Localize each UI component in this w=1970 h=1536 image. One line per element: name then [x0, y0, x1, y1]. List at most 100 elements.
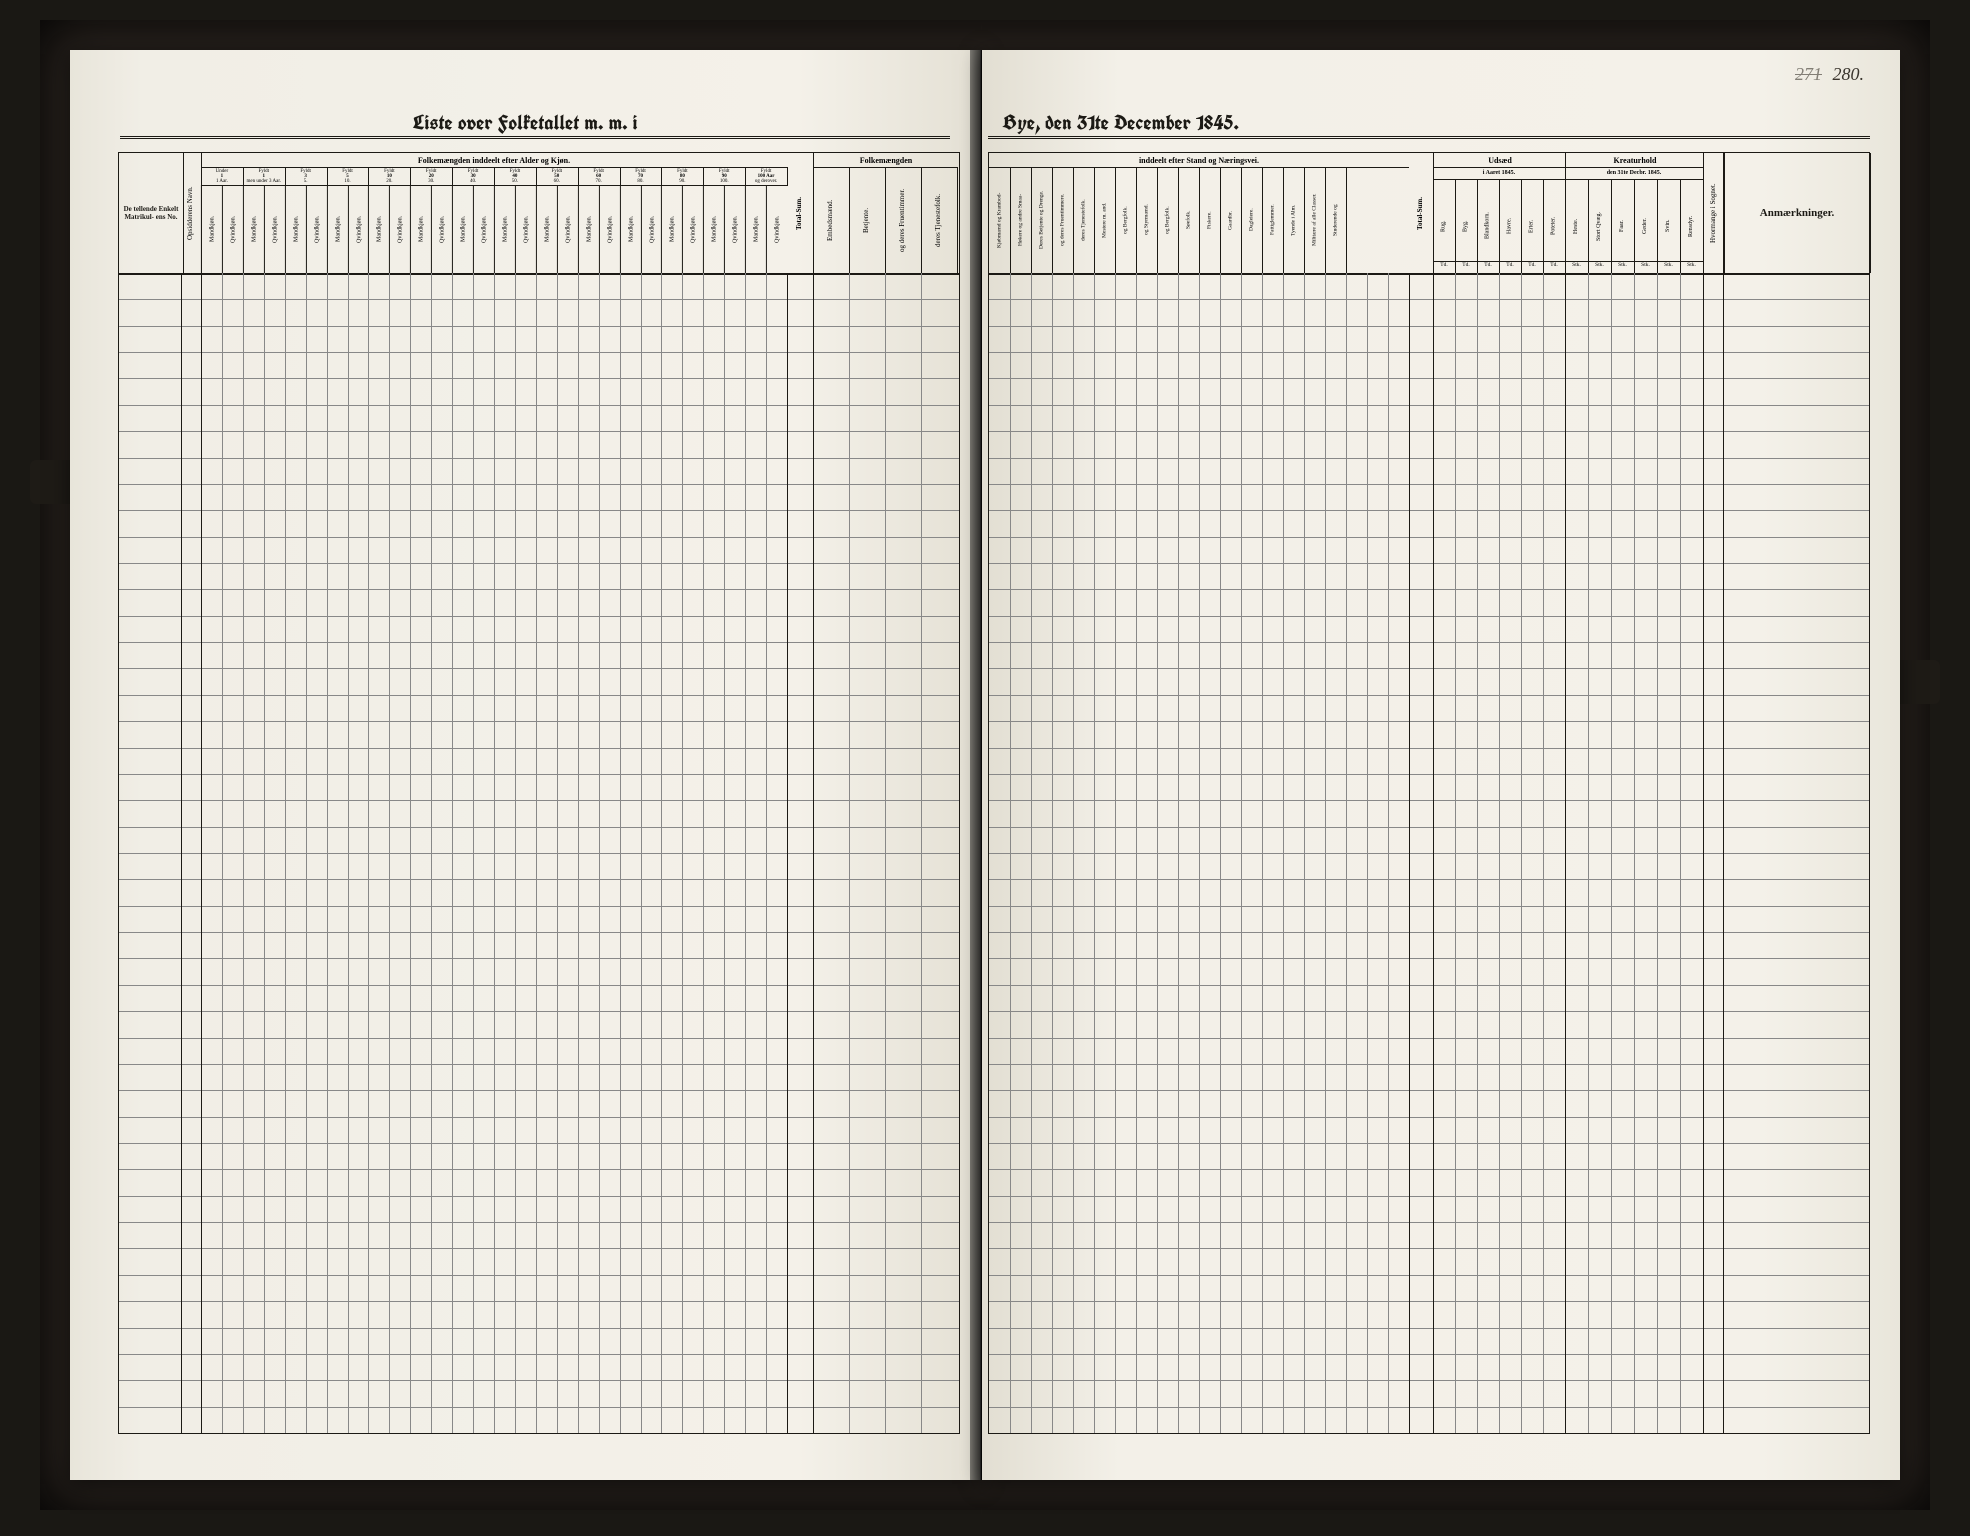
grid-vline — [494, 273, 495, 1433]
grid-row — [989, 484, 1869, 485]
age-sex-col: Mandkjøn. — [410, 185, 432, 273]
grid-vline — [724, 273, 725, 1433]
row-label-col: De tellende Enkelt Matrikul- ens No. — [119, 153, 184, 273]
trade-col-2: Deres Betjente og Drenge. — [1031, 167, 1053, 273]
grid-vline — [1565, 273, 1566, 1433]
rule — [120, 136, 950, 139]
grid-vline — [1094, 273, 1095, 1433]
grid-vline — [813, 273, 814, 1433]
grid-row — [989, 1169, 1869, 1170]
live-cols-col-3: Geder. — [1634, 179, 1658, 273]
trade-col-3: og deres Fruentimmere. — [1052, 167, 1074, 273]
grid-row — [989, 827, 1869, 828]
age-sex-col: Mandkjøn. — [327, 185, 349, 273]
pop-col-3: deres Tjenestefolk. — [921, 167, 958, 273]
grid-vline — [1073, 273, 1074, 1433]
grid-vline — [641, 273, 642, 1433]
seed-cols-col-0: Rug. — [1433, 179, 1456, 273]
grid-row — [119, 668, 959, 669]
grid-row — [119, 431, 959, 432]
grid-row — [989, 1275, 1869, 1276]
grid-row — [119, 932, 959, 933]
grid-vline — [787, 273, 788, 1433]
remarks-side: Hvormange i Sognet. — [1703, 153, 1725, 273]
grid-row — [989, 985, 1869, 986]
grid-vline — [1723, 273, 1724, 1433]
age-sex-col: Qvindkjøn. — [515, 185, 537, 273]
trade-total: Total-Sum. — [1409, 153, 1434, 273]
live-cols-col-2: Faar. — [1611, 179, 1635, 273]
ledger-right-page: 271 280. Bye, den 31te December 1845. in… — [982, 50, 1900, 1480]
seed-cols-col-5: Poteter. — [1543, 179, 1566, 273]
trade-col-4: deres Tjenestefolk. — [1073, 167, 1095, 273]
grid-row — [989, 352, 1869, 353]
grid-row — [989, 932, 1869, 933]
grid-row — [119, 1380, 959, 1381]
grid-vline — [599, 273, 600, 1433]
total-label: Total-Sum. — [787, 157, 813, 269]
grid-row — [119, 1090, 959, 1091]
grid-row — [119, 563, 959, 564]
trade-col-7: og Styrmænd. — [1136, 167, 1158, 273]
grid-vline — [515, 273, 516, 1433]
trade-col-13: Fattiglemmer. — [1262, 167, 1284, 273]
grid-vline — [557, 273, 558, 1433]
grid-row — [119, 484, 959, 485]
age-group-11: Fyldt8090. — [661, 167, 704, 186]
grid-row — [119, 642, 959, 643]
grid-row — [989, 958, 1869, 959]
seed-cols-col-2: Blandkorn. — [1477, 179, 1500, 273]
grid-vline — [306, 273, 307, 1433]
seed-cols-col-4: Erter. — [1521, 179, 1544, 273]
pop-heading: Folkemængden — [813, 153, 958, 168]
grid-row — [989, 748, 1869, 749]
grid-vline — [1543, 273, 1544, 1433]
grid-row — [989, 1301, 1869, 1302]
grid-row — [119, 906, 959, 907]
age-group-8: Fyldt5060. — [536, 167, 579, 186]
grid-row — [989, 326, 1869, 327]
grid-row — [989, 1222, 1869, 1223]
age-sex-col: Mandkjøn. — [285, 185, 307, 273]
grid-vline — [1178, 273, 1179, 1433]
left-body-grid — [119, 273, 959, 1433]
grid-row — [989, 1380, 1869, 1381]
grid-row — [989, 1196, 1869, 1197]
age-sex-col: Qvindkjøn. — [766, 185, 788, 273]
page-number-struck: 271 — [1795, 64, 1822, 84]
sidecol: Opsidderens Navn. — [181, 153, 202, 273]
remarks-heading: Anmærkninger. — [1723, 153, 1871, 273]
grid-row — [989, 906, 1869, 907]
grid-row — [119, 405, 959, 406]
grid-row — [119, 1064, 959, 1065]
grid-row — [119, 1117, 959, 1118]
grid-row — [119, 721, 959, 722]
grid-vline — [1521, 273, 1522, 1433]
grid-vline — [410, 273, 411, 1433]
live-cols-col-4: Svin. — [1657, 179, 1681, 273]
grid-row — [119, 1169, 959, 1170]
grid-row — [119, 616, 959, 617]
trade-col-6: og Bergfolk. — [1115, 167, 1137, 273]
live-cols-col-5: Rensdyr. — [1680, 179, 1704, 273]
age-sex-col: Mandkjøn. — [536, 185, 558, 273]
grid-vline — [1477, 273, 1478, 1433]
age-group-12: Fyldt90100. — [703, 167, 746, 186]
grid-row — [119, 853, 959, 854]
grid-vline — [243, 273, 244, 1433]
trade-col-1: Høkere og andre Smaa- — [1010, 167, 1032, 273]
age-sex-col: Mandkjøn. — [201, 185, 223, 273]
grid-row — [989, 510, 1869, 511]
grid-row — [119, 985, 959, 986]
grid-row — [119, 299, 959, 300]
grid-row — [989, 378, 1869, 379]
pop-col-2: og deres Fruentimmer. — [885, 167, 922, 273]
grid-row — [989, 1143, 1869, 1144]
grid-vline — [1388, 273, 1389, 1433]
grid-vline — [181, 273, 182, 1433]
seed-cols-col-1: Byg. — [1455, 179, 1478, 273]
grid-vline — [431, 273, 432, 1433]
grid-vline — [473, 273, 474, 1433]
trade-col-16: Studerende og — [1325, 167, 1347, 273]
grid-vline — [222, 273, 223, 1433]
